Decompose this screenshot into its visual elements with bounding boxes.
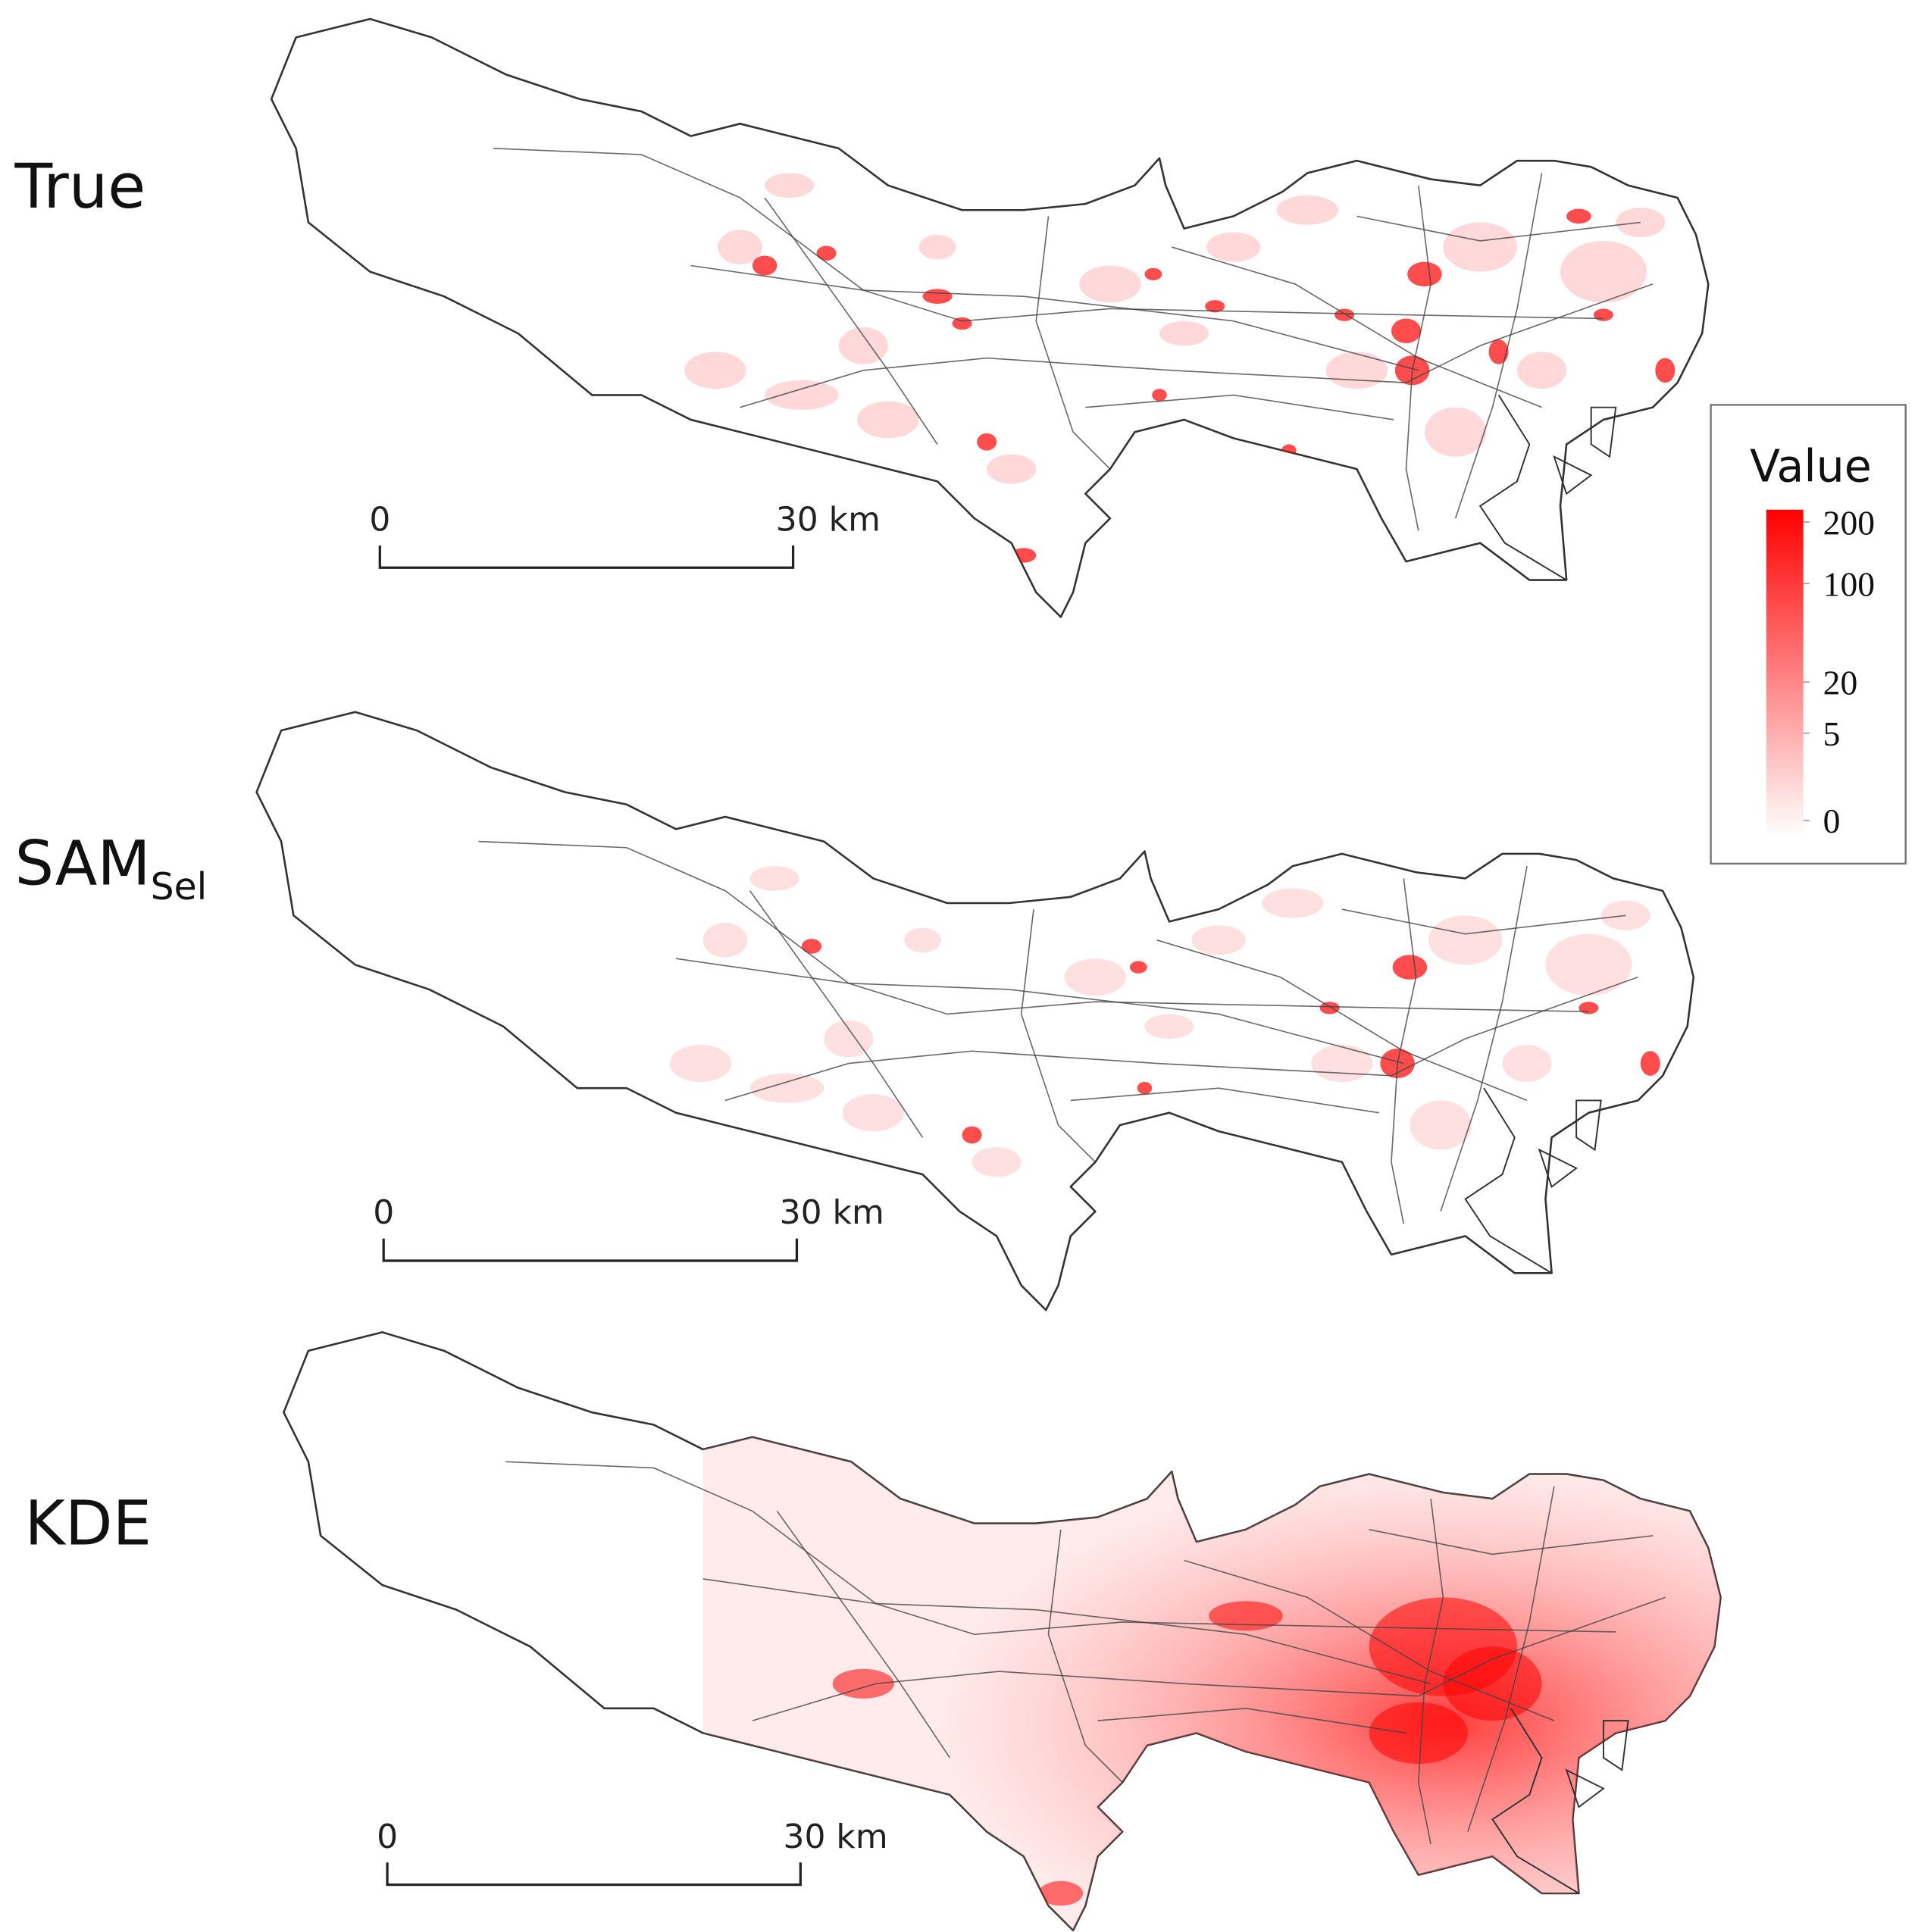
density-hotspot: [1038, 1880, 1084, 1906]
density-patch: [1488, 339, 1509, 364]
density-patch: [1191, 925, 1246, 955]
density-patch: [1325, 352, 1388, 389]
density-patch: [1129, 961, 1147, 974]
panel-label: KDE: [25, 1487, 152, 1559]
density-patch: [1144, 267, 1162, 281]
density-patch: [1443, 222, 1518, 272]
region-outline: [257, 712, 1694, 1310]
density-patch: [1424, 407, 1487, 457]
scale-bar: [378, 545, 795, 569]
legend-tick-label: 200: [1823, 503, 1875, 542]
legend-tick-label: 0: [1823, 802, 1841, 840]
density-patch: [1137, 1081, 1153, 1095]
density-patch: [1502, 1045, 1552, 1082]
density-patch: [977, 433, 997, 451]
panel-label-main: SAM: [15, 828, 151, 900]
density-patch: [824, 1020, 874, 1058]
density-patch: [1206, 232, 1261, 262]
legend: Value 200 100 20 5 0: [1710, 404, 1907, 865]
density-patch: [1144, 1014, 1194, 1039]
density-patch: [1159, 320, 1209, 346]
density-patch: [1276, 195, 1339, 225]
density-patch: [1428, 915, 1503, 965]
density-patch: [1410, 1100, 1472, 1150]
scale-bar-end: 30 km: [784, 1818, 888, 1856]
density-patch: [1392, 955, 1428, 980]
density-patch: [1311, 1045, 1373, 1082]
density-patch: [1281, 444, 1297, 457]
density-patch: [1152, 389, 1167, 402]
density-patch: [1262, 888, 1324, 918]
scale-bar-start: 0: [377, 1818, 398, 1856]
density-patch: [838, 327, 888, 364]
density-patch: [718, 230, 762, 264]
panel-label-main: True: [14, 151, 146, 223]
density-patch: [1655, 358, 1676, 383]
density-patch: [749, 866, 799, 891]
legend-tick-label: 20: [1823, 663, 1858, 702]
density-patch: [1579, 1002, 1599, 1014]
density-patch: [765, 380, 839, 410]
density-patch: [702, 923, 748, 958]
map-panel: [271, 19, 1708, 617]
density-patch: [1064, 958, 1127, 996]
density-patch: [1079, 265, 1141, 303]
scale-bar: [386, 1862, 802, 1887]
scale-bar-end: 30 km: [776, 500, 881, 539]
panel-label-main: KDE: [25, 1487, 152, 1559]
legend-title: Value: [1750, 440, 1872, 492]
legend-box: [1710, 404, 1907, 865]
density-layer: [684, 173, 1676, 563]
density-layer: [702, 1436, 1721, 1930]
density-patch: [1640, 1051, 1660, 1076]
legend-tick-label: 5: [1823, 714, 1841, 753]
density-patch: [1391, 318, 1422, 344]
density-patch: [1560, 240, 1647, 303]
scale-bar-end: 30 km: [780, 1193, 884, 1232]
scale-bar-start: 0: [369, 500, 390, 539]
density-patch: [922, 289, 953, 304]
colorbar: [1766, 509, 1804, 837]
map-panel: [283, 1332, 1739, 1932]
region-outline: [271, 19, 1708, 617]
density-hotspot: [1369, 1702, 1468, 1765]
density-patch: [857, 401, 919, 439]
density-patch: [765, 173, 815, 198]
map-panel: [257, 712, 1694, 1310]
panel-label: True: [14, 151, 146, 223]
density-patch: [1517, 352, 1567, 389]
map-panels: [257, 19, 1739, 1932]
density-patch: [684, 352, 746, 389]
density-patch: [1205, 300, 1225, 313]
panel-label-subscript: Sel: [151, 865, 208, 908]
density-patch: [1545, 933, 1632, 996]
density-patch: [1011, 548, 1037, 563]
density-patch: [1407, 261, 1442, 287]
scale-bar: [382, 1238, 799, 1262]
density-patch: [816, 245, 837, 261]
density-hotspot: [1209, 1601, 1283, 1631]
density-patch: [1566, 208, 1591, 224]
density-patch: [904, 927, 941, 953]
density-patch: [749, 1073, 824, 1103]
density-hotspot: [1443, 1646, 1542, 1721]
scale-bar-start: 0: [373, 1193, 394, 1232]
density-patch: [972, 1147, 1022, 1177]
density-patch: [1616, 207, 1666, 238]
density-hotspot: [832, 1668, 895, 1699]
density-patch: [1319, 1002, 1340, 1014]
legend-tick-label: 100: [1823, 565, 1875, 604]
density-patch: [669, 1045, 732, 1082]
density-patch: [801, 939, 822, 954]
density-patch: [962, 1126, 982, 1144]
panel-label: SAMSel: [15, 828, 208, 909]
density-patch: [752, 255, 778, 276]
density-patch: [1593, 308, 1613, 321]
density-patch: [1334, 308, 1355, 321]
density-patch: [842, 1094, 905, 1132]
density-patch: [918, 234, 956, 260]
density-patch: [987, 454, 1037, 484]
